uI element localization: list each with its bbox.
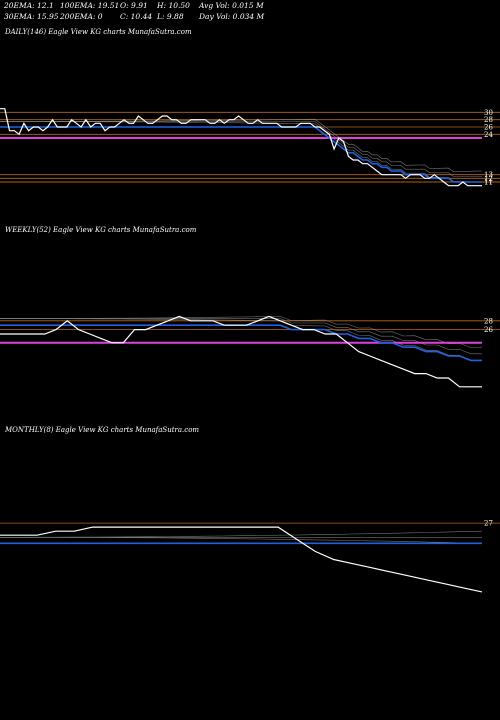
- chart-header: 20EMA: 12.1 100EMA: 19.51 O: 9.91 H: 10.…: [0, 0, 500, 22]
- ema-strand-daily-0: [0, 121, 483, 183]
- price-line-daily: [0, 108, 482, 187]
- level-label-weekly-0: 28: [484, 317, 493, 325]
- level-label-daily-1: 28: [484, 116, 493, 124]
- high-readout: H: 10.50: [157, 1, 190, 10]
- level-label-monthly-0: 27: [484, 520, 493, 528]
- level-label-daily-6: 11: [484, 179, 493, 187]
- close-readout: C: 10.44: [120, 12, 153, 21]
- blue-ema-daily: [0, 126, 482, 183]
- level-label-daily-2: 26: [484, 124, 493, 132]
- ema100-readout: 100EMA: 19.51: [60, 1, 120, 10]
- ema-strand-daily-1: [0, 121, 482, 177]
- ema-strand-monthly-0: [0, 536, 483, 544]
- level-label-daily-5: 12: [484, 175, 493, 183]
- level-label-daily-0: 30: [484, 109, 493, 117]
- ema-strand-daily-2: [0, 118, 483, 172]
- open-readout: O: 9.91: [120, 1, 148, 10]
- day-vol-readout: Day Vol: 0.034 M: [199, 12, 265, 21]
- level-label-weekly-1: 26: [484, 326, 493, 334]
- ema-strand-weekly-2: [0, 316, 483, 348]
- level-label-daily-3: 24: [484, 131, 493, 139]
- level-label-daily-7: 11: [484, 179, 493, 187]
- ema30-readout: 30EMA: 15.95: [4, 12, 59, 21]
- ema-strand-monthly-2: [0, 530, 483, 538]
- weekly-panel-title: WEEKLY(52) Eagle View KG charts MunafaSu…: [5, 226, 197, 234]
- ema200-readout: 200EMA: 0: [60, 12, 103, 21]
- daily-panel-title: DAILY(146) Eagle View KG charts MunafaSu…: [5, 28, 192, 36]
- low-readout: L: 9.88: [157, 12, 184, 21]
- level-label-daily-4: 13: [484, 171, 493, 179]
- price-line-weekly: [0, 315, 482, 388]
- avg-vol-readout: Avg Vol: 0.015 M: [199, 1, 264, 10]
- ema20-readout: 20EMA: 12.1: [4, 1, 54, 10]
- monthly-panel-title: MONTHLY(8) Eagle View KG charts MunafaSu…: [5, 426, 200, 434]
- monthly-chart: 27: [0, 520, 500, 593]
- ema-strand-weekly-1: [0, 318, 482, 355]
- price-line-monthly: [0, 526, 483, 593]
